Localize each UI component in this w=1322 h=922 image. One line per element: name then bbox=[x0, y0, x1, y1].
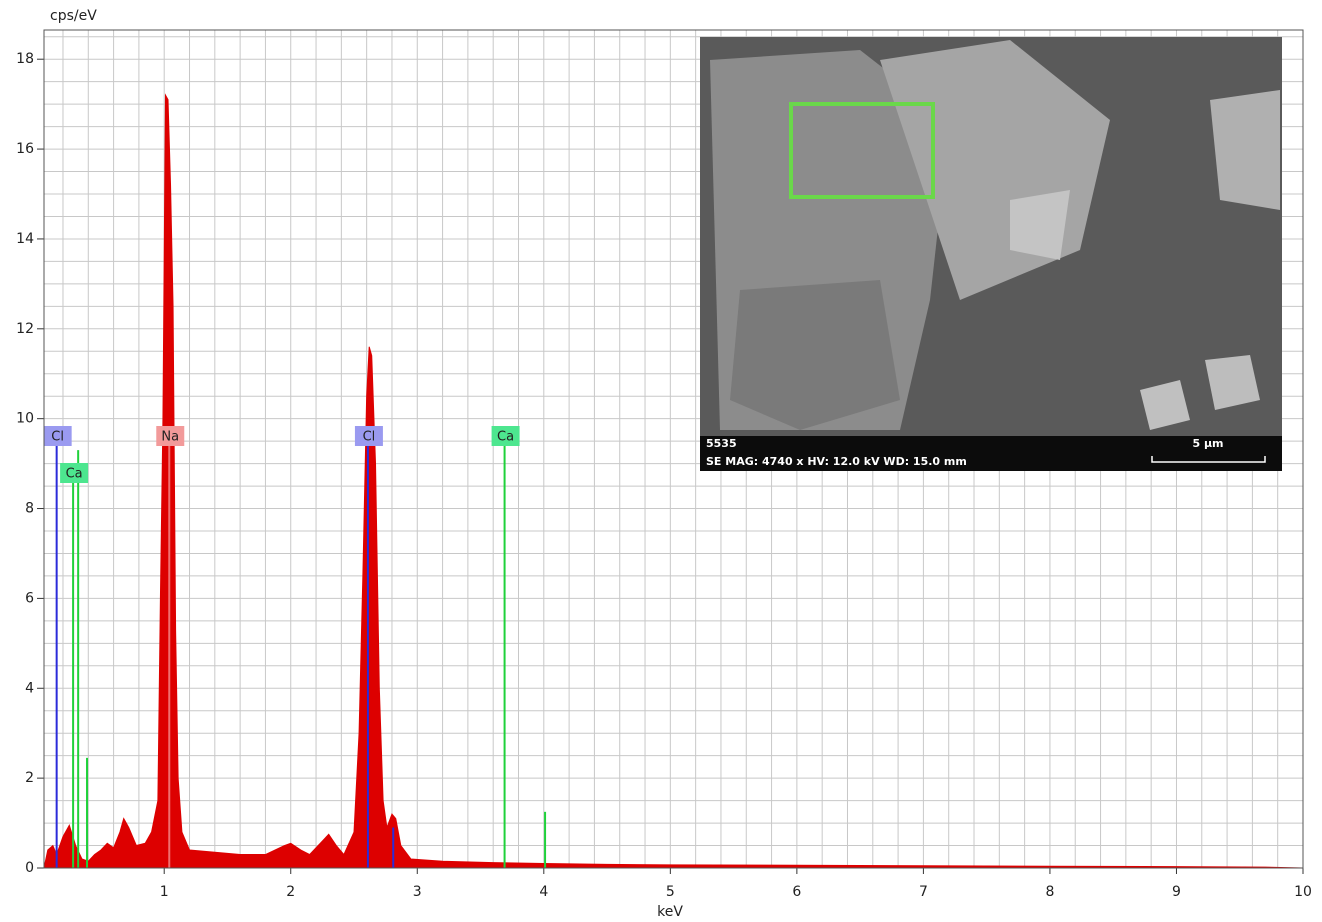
x-tick-label: 5 bbox=[666, 884, 675, 900]
y-tick-label: 2 bbox=[25, 770, 34, 786]
x-tick-label: 2 bbox=[286, 884, 295, 900]
y-tick-label: 0 bbox=[25, 860, 34, 876]
sem-crystal bbox=[1010, 190, 1070, 260]
x-tick-label: 9 bbox=[1172, 884, 1181, 900]
element-label-box bbox=[156, 426, 185, 446]
sem-scale-bar bbox=[1151, 456, 1266, 463]
y-axis-label: cps/eV bbox=[50, 8, 97, 24]
element-label-box bbox=[43, 426, 72, 446]
element-label-box bbox=[491, 426, 520, 446]
x-tick-label: 8 bbox=[1045, 884, 1054, 900]
y-tick-label: 14 bbox=[16, 231, 34, 247]
sem-inset: 5535 SE MAG: 4740 x HV: 12.0 kV WD: 15.0… bbox=[700, 37, 1282, 471]
element-label: Na bbox=[161, 430, 179, 445]
sem-crystal bbox=[1205, 355, 1260, 410]
sem-info: SE MAG: 4740 x HV: 12.0 kV WD: 15.0 mm bbox=[706, 455, 967, 468]
sem-info-bar bbox=[700, 436, 1282, 471]
y-tick-label: 12 bbox=[16, 321, 34, 337]
y-tick-label: 4 bbox=[25, 680, 34, 696]
element-label: Cl bbox=[51, 430, 64, 445]
element-label: Ca bbox=[66, 467, 83, 482]
x-tick-label: 10 bbox=[1294, 884, 1312, 900]
selection-box bbox=[789, 102, 935, 199]
y-tick-label: 6 bbox=[25, 590, 34, 606]
plot-frame bbox=[43, 29, 1304, 869]
y-tick-label: 18 bbox=[16, 51, 34, 67]
element-label-box bbox=[60, 463, 89, 483]
x-tick-label: 4 bbox=[539, 884, 548, 900]
y-tick-label: 16 bbox=[16, 141, 34, 157]
x-tick-label: 7 bbox=[919, 884, 928, 900]
sem-crystal bbox=[1210, 90, 1280, 210]
x-axis-label: keV bbox=[657, 904, 683, 920]
element-label: Cl bbox=[363, 430, 376, 445]
sem-crystal bbox=[1140, 380, 1190, 430]
y-tick-label: 8 bbox=[25, 501, 34, 517]
element-label-box bbox=[354, 426, 383, 446]
x-tick-label: 6 bbox=[792, 884, 801, 900]
y-tick-label: 10 bbox=[16, 411, 34, 427]
x-tick-label: 1 bbox=[160, 884, 169, 900]
sem-scale-label: 5 µm bbox=[1192, 437, 1223, 450]
sem-id: 5535 bbox=[706, 437, 737, 450]
sem-crystal bbox=[730, 280, 900, 430]
element-label: Ca bbox=[497, 430, 514, 445]
x-tick-label: 3 bbox=[413, 884, 422, 900]
